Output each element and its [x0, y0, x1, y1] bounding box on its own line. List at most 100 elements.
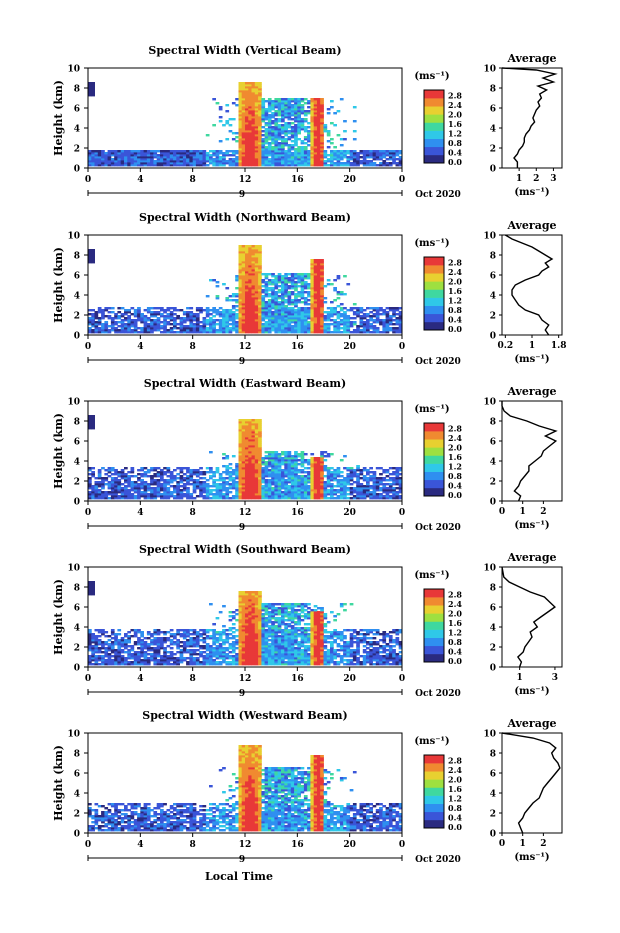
- heatmap-cell: [203, 495, 207, 497]
- avg-y-tick-label: 6: [490, 105, 496, 115]
- heatmap-cell: [127, 661, 131, 663]
- heatmap-cell: [373, 471, 377, 473]
- heatmap-cell: [153, 473, 157, 475]
- heatmap-cell: [186, 487, 190, 489]
- heatmap-cell: [248, 245, 252, 247]
- heatmap-cell: [225, 477, 229, 479]
- heatmap-cell: [255, 82, 259, 84]
- heatmap-cell: [209, 279, 213, 281]
- heatmap-cell: [327, 323, 331, 325]
- heatmap-cell: [183, 467, 187, 469]
- heatmap-cell: [284, 305, 288, 307]
- colorbar-tick-label: 1.6: [448, 452, 462, 462]
- heatmap-cell: [212, 479, 216, 481]
- heatmap-cell: [98, 639, 102, 641]
- heatmap-cell: [297, 285, 301, 287]
- heatmap-cell: [327, 130, 331, 132]
- heatmap-cell: [291, 140, 295, 142]
- heatmap-cell: [369, 160, 373, 162]
- colorbar-tick-label: 0.8: [448, 138, 462, 148]
- heatmap-cell: [297, 469, 301, 471]
- y-tick-label: 6: [74, 438, 80, 448]
- date-label: Oct 2020: [415, 357, 461, 367]
- heatmap-cell: [229, 323, 233, 325]
- heatmap-cell: [261, 467, 265, 469]
- heatmap-cell: [196, 307, 200, 309]
- heatmap-cell: [261, 485, 265, 487]
- heatmap-cell: [297, 463, 301, 465]
- heatmap-cell: [91, 467, 95, 469]
- heatmap-cell: [297, 98, 301, 100]
- heatmap-cell: [95, 635, 99, 637]
- heatmap-cell: [288, 273, 292, 275]
- heatmap-cell: [127, 471, 131, 473]
- heatmap-cell: [363, 313, 367, 315]
- heatmap-cells: [88, 581, 402, 665]
- heatmap-cell: [104, 641, 108, 643]
- heatmap-cell: [376, 327, 380, 329]
- heatmap-cell: [242, 245, 246, 247]
- heatmap-cell: [392, 477, 396, 479]
- heatmap-cell: [340, 98, 344, 100]
- heatmap-cell: [278, 453, 282, 455]
- heatmap-cell: [219, 116, 223, 118]
- heatmap-cell: [222, 471, 226, 473]
- avg-x-tick-label: 1.8: [551, 341, 567, 351]
- heatmap-cell: [350, 497, 354, 499]
- avg-y-tick-label: 4: [490, 292, 496, 302]
- heatmap-cell: [356, 325, 360, 327]
- heatmap-cell: [396, 307, 400, 309]
- heatmap-cell: [396, 158, 400, 160]
- y-tick-label: 0: [74, 165, 80, 175]
- heatmap-cell: [88, 249, 92, 251]
- avg-y-tick-label: 10: [483, 232, 496, 242]
- heatmap-cell: [330, 150, 334, 152]
- heatmap-cell: [193, 150, 197, 152]
- heatmap-cell: [121, 150, 125, 152]
- heatmap-cell: [212, 158, 216, 160]
- heatmap-cell: [327, 279, 331, 281]
- heatmap-cell: [337, 134, 341, 136]
- heatmap-cell: [369, 311, 373, 313]
- colorbar-swatch: [424, 147, 444, 155]
- colorbar-unit: (ms⁻¹): [414, 404, 449, 415]
- heatmap-cell: [216, 467, 220, 469]
- heatmap-cell: [144, 467, 148, 469]
- heatmap-cell: [98, 327, 102, 329]
- heatmap-cell: [88, 309, 92, 311]
- heatmap-cell: [271, 287, 275, 289]
- heatmap-cell: [304, 467, 308, 469]
- heatmap-cell: [265, 273, 269, 275]
- heatmap-cell: [229, 154, 233, 156]
- heatmap-cell: [373, 162, 377, 164]
- heatmap-cell: [288, 291, 292, 293]
- heatmap-cell: [369, 491, 373, 493]
- heatmap-cell: [101, 641, 105, 643]
- heatmap-cell: [255, 245, 259, 247]
- heatmap-cell: [111, 307, 115, 309]
- heatmap-cell: [127, 475, 131, 477]
- heatmap-cell: [203, 317, 207, 319]
- heatmap-cell: [288, 130, 292, 132]
- heatmap-cell: [101, 323, 105, 325]
- heatmap-cell: [389, 473, 393, 475]
- heatmap-cell: [284, 122, 288, 124]
- heatmap-cell: [163, 471, 167, 473]
- heatmap-cell: [104, 477, 108, 479]
- heatmap-cell: [209, 489, 213, 491]
- heatmap-cell: [369, 150, 373, 152]
- heatmap-cell: [95, 321, 99, 323]
- heatmap-cell: [343, 467, 347, 469]
- heatmap-cell: [163, 315, 167, 317]
- heatmap-cell: [150, 150, 154, 152]
- avg-y-tick-label: 2: [490, 312, 496, 322]
- heatmap-cell: [353, 481, 357, 483]
- heatmap-cell: [350, 162, 354, 164]
- colorbar-swatch: [424, 314, 444, 322]
- heatmap-cell: [167, 329, 171, 331]
- heatmap-cell: [212, 279, 216, 281]
- y-axis-label: Height (km): [52, 247, 65, 323]
- heatmap-cell: [173, 150, 177, 152]
- heatmap-cell: [337, 489, 341, 491]
- heatmap-cell: [98, 655, 102, 657]
